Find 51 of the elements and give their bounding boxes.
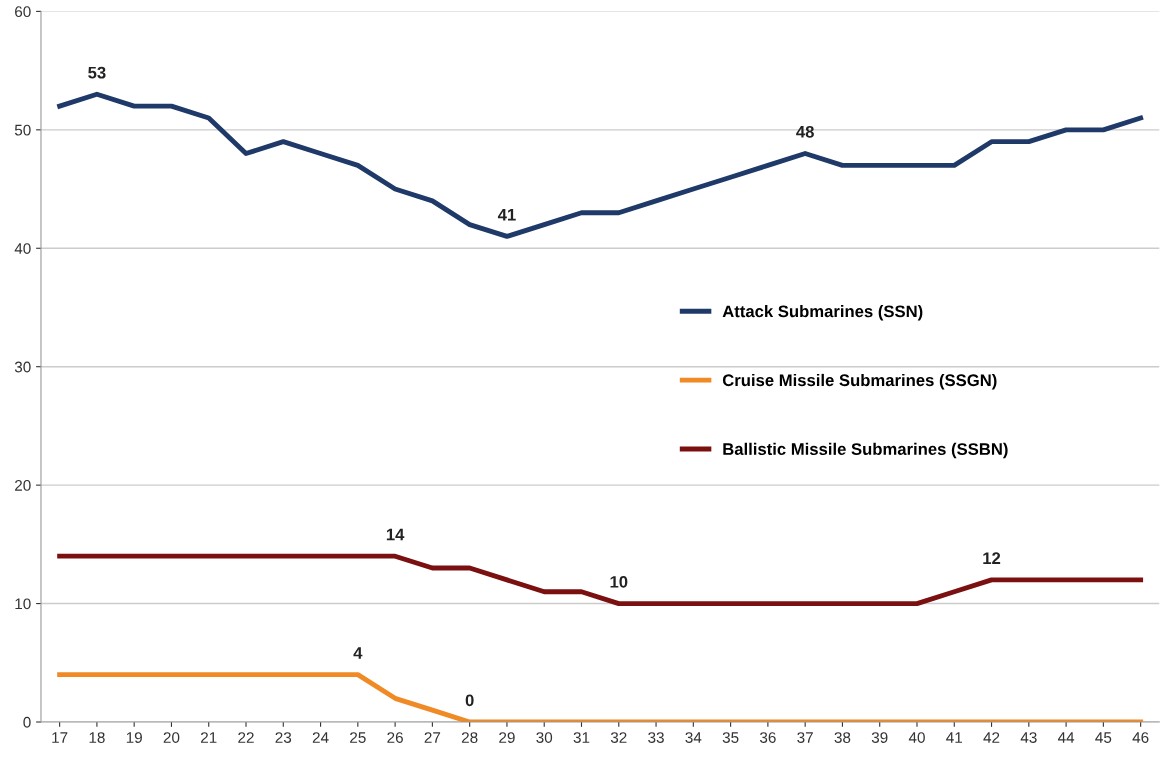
- x-tick-label: 36: [759, 732, 776, 743]
- x-tick-label: 20: [163, 732, 180, 743]
- data-label: 41: [497, 209, 516, 221]
- data-label: 4: [353, 647, 363, 659]
- y-tick-label: 10: [15, 598, 31, 610]
- x-tick-label: 32: [610, 732, 627, 743]
- x-tick-label: 44: [1057, 732, 1075, 743]
- x-tick-label: 22: [238, 732, 254, 743]
- x-tick-label: 23: [275, 732, 292, 743]
- legend-label: Ballistic Missile Submarines (SSBN): [723, 442, 1008, 459]
- x-tick-label: 45: [1095, 732, 1112, 743]
- data-label: 14: [386, 528, 405, 541]
- x-tick-label: 24: [312, 732, 329, 743]
- y-tick-label: 50: [14, 124, 31, 136]
- x-tick-label: 29: [499, 732, 515, 743]
- x-tick-label: 26: [387, 732, 403, 743]
- x-tick-label: 40: [908, 732, 925, 743]
- data-label: 48: [796, 125, 814, 138]
- legend-label: Attack Submarines (SSN): [722, 305, 923, 321]
- x-tick-label: 35: [722, 732, 739, 743]
- line-series: [57, 672, 1144, 722]
- data-label: 12: [983, 552, 1001, 564]
- x-tick-label: 28: [461, 732, 478, 743]
- y-tick-label: 0: [23, 716, 31, 728]
- x-tick-label: 38: [834, 732, 851, 743]
- x-tick-label: 27: [424, 732, 441, 743]
- x-tick-label: 34: [685, 732, 702, 743]
- y-tick-label: 40: [14, 243, 31, 254]
- x-tick-label: 39: [871, 732, 888, 743]
- x-tick-label: 17: [52, 732, 68, 743]
- x-tick-label: 43: [1020, 732, 1037, 743]
- x-tick-label: 30: [536, 732, 553, 743]
- x-tick-label: 46: [1132, 732, 1149, 743]
- legend-label: Cruise Missile Submarines (SSGN): [722, 373, 997, 390]
- y-tick-label: 60: [15, 6, 31, 18]
- line-series: [57, 91, 1144, 239]
- x-tick-label: 37: [797, 732, 813, 743]
- data-label: 53: [88, 66, 106, 79]
- y-tick-label: 30: [14, 361, 31, 373]
- data-label: 0: [465, 694, 474, 707]
- data-label: 10: [610, 575, 628, 588]
- x-tick-label: 42: [983, 732, 1000, 743]
- x-tick-label: 25: [350, 732, 366, 743]
- x-tick-label: 18: [89, 732, 105, 743]
- x-tick-label: 33: [648, 732, 664, 743]
- y-tick-label: 20: [15, 480, 31, 491]
- x-tick-label: 21: [201, 732, 217, 743]
- x-tick-label: 41: [946, 732, 963, 743]
- x-tick-label: 19: [126, 732, 142, 743]
- x-tick-label: 31: [573, 732, 590, 743]
- line-series: [57, 553, 1144, 606]
